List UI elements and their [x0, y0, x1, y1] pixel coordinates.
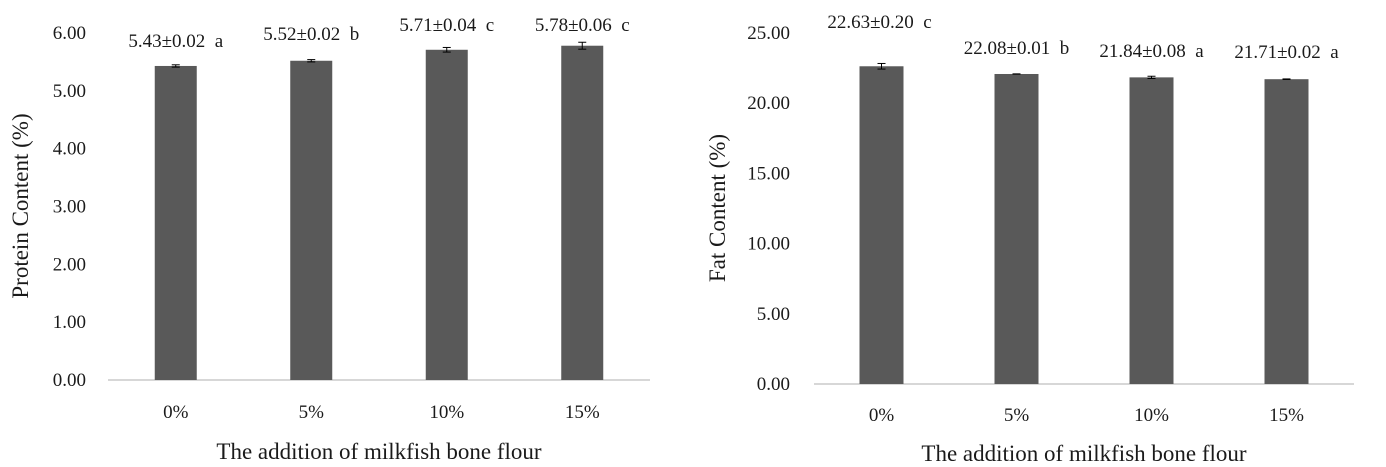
- y-tick-label: 2.00: [53, 254, 86, 275]
- x-tick-label: 5%: [1004, 405, 1030, 426]
- protein-chart: 0.00 1.00 2.00 3.00 4.00 5.00 6.00 5.43±0.02 a 0…: [8, 15, 650, 464]
- y-tick-label: 5.00: [53, 81, 86, 102]
- x-tick-label: 0%: [869, 405, 895, 426]
- y-tick-label: 5.00: [757, 304, 790, 325]
- data-label: 5.78±0.06 c: [535, 15, 630, 36]
- x-axis-title: The addition of milkfish bone flour: [216, 439, 541, 464]
- bar: [154, 65, 197, 380]
- x-tick-label: 10%: [429, 402, 464, 423]
- y-tick-label: 4.00: [53, 139, 86, 160]
- y-tick-label: 15.00: [747, 163, 790, 184]
- y-tick-label: 1.00: [53, 312, 86, 333]
- y-tick-label: 6.00: [53, 23, 86, 44]
- x-axis-title: The addition of milkfish bone flour: [921, 441, 1246, 466]
- bar: [1264, 79, 1309, 385]
- bar: [859, 66, 904, 384]
- x-tick-label: 5%: [299, 402, 325, 423]
- bar: [994, 73, 1039, 385]
- y-axis-title: Fat Content (%): [705, 134, 730, 282]
- y-axis-title: Protein Content (%): [8, 113, 33, 298]
- y-tick-label: 0.00: [53, 370, 86, 391]
- bar: [290, 60, 333, 380]
- x-tick-label: 15%: [565, 402, 600, 423]
- data-label: 5.52±0.02 b: [263, 24, 359, 45]
- bar: [1129, 77, 1174, 385]
- bar: [425, 49, 468, 380]
- fat-chart: 0.00 5.00 10.00 15.00 20.00 25.00 22.63±0.20 c…: [705, 12, 1354, 466]
- data-label: 22.63±0.20 c: [827, 12, 931, 33]
- bar: [561, 45, 604, 381]
- x-tick-label: 10%: [1134, 405, 1169, 426]
- x-tick-label: 15%: [1269, 405, 1304, 426]
- data-label: 21.84±0.08 a: [1099, 41, 1204, 62]
- y-tick-label: 10.00: [747, 234, 790, 255]
- y-tick-label: 3.00: [53, 197, 86, 218]
- y-tick-label: 25.00: [747, 23, 790, 44]
- data-label: 5.43±0.02 a: [128, 31, 223, 52]
- x-tick-label: 0%: [163, 402, 189, 423]
- data-label: 5.71±0.04 c: [399, 15, 494, 36]
- y-tick-label: 20.00: [747, 93, 790, 114]
- data-label: 22.08±0.01 b: [964, 38, 1069, 59]
- y-tick-label: 0.00: [757, 374, 790, 395]
- data-label: 21.71±0.02 a: [1234, 42, 1339, 63]
